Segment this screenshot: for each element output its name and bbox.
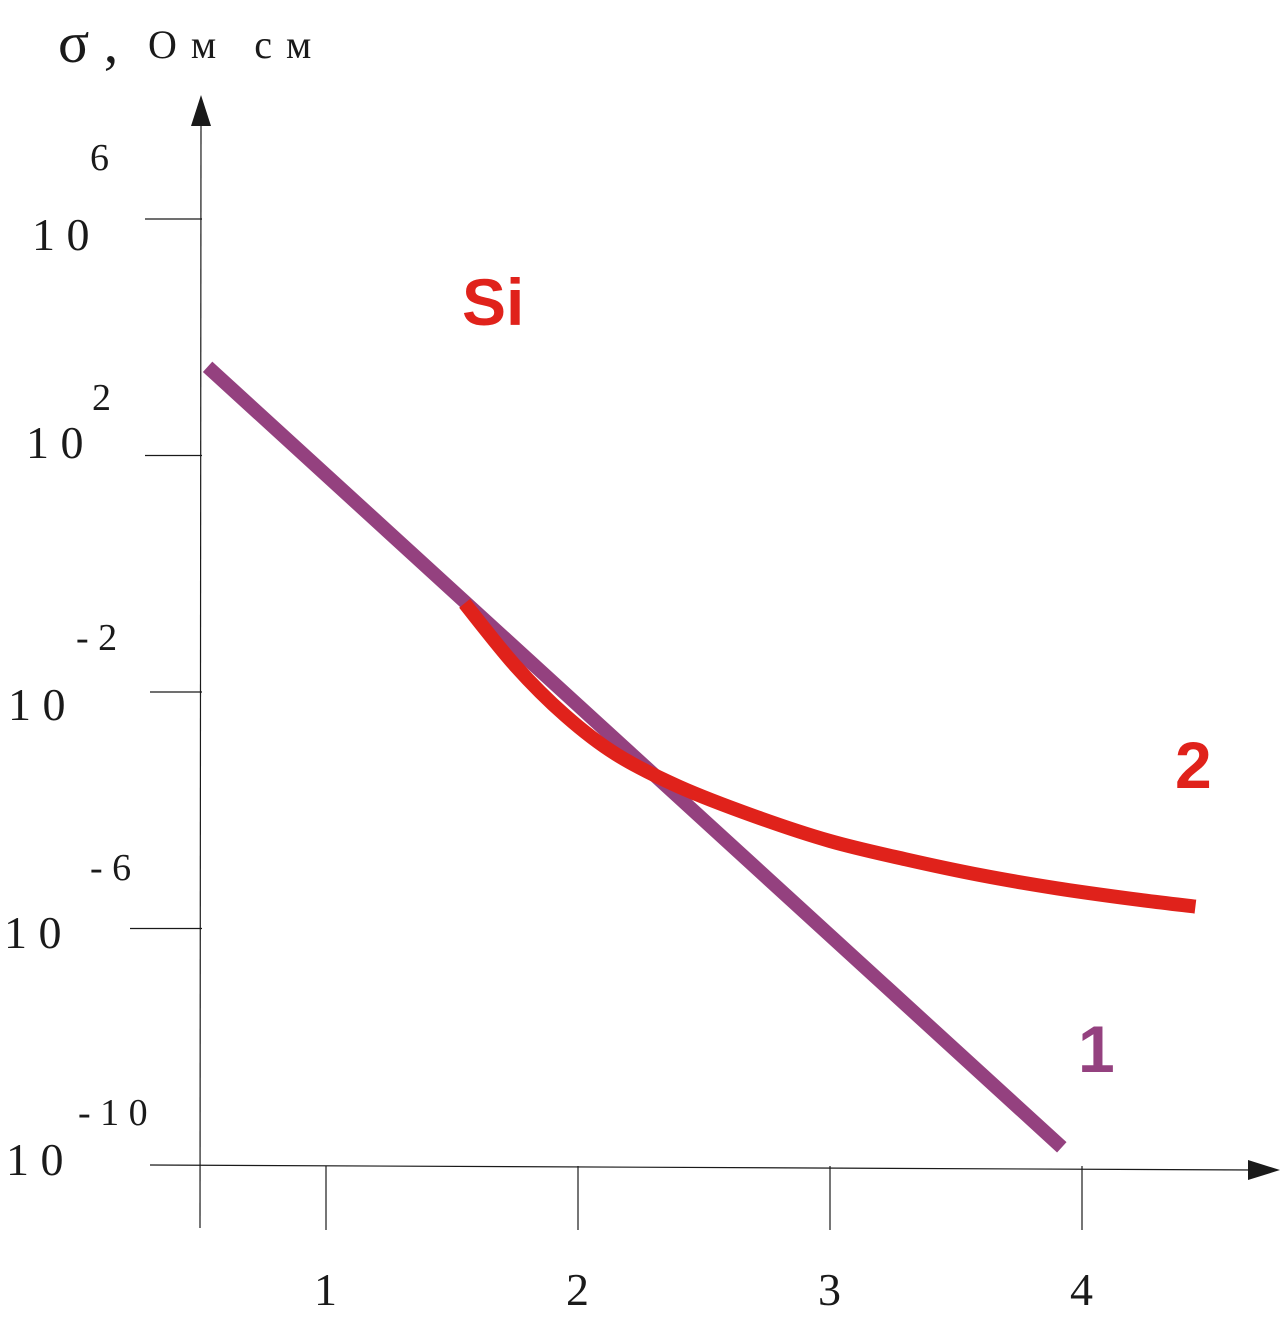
axes xyxy=(149,95,1280,1229)
series-1-line xyxy=(202,361,1067,1153)
x-tick-label: 4 xyxy=(1070,1264,1093,1315)
y-tick-label-exponent: 6 xyxy=(90,137,109,179)
x-axis-line xyxy=(149,1164,1256,1171)
y-tick-label-exponent: - 1 0 xyxy=(78,1092,148,1134)
annotation-si: Si xyxy=(462,265,524,339)
y-tick-label-exponent: 2 xyxy=(92,377,111,419)
x-tick-label: 1 xyxy=(314,1264,337,1315)
y-tick-label-exponent: - 2 xyxy=(76,617,117,659)
y-axis-symbol: σ , xyxy=(58,10,118,75)
annotations: Si 1 2 xyxy=(462,265,1212,1086)
y-axis-line xyxy=(199,121,202,1229)
y-tick-label-exponent: - 6 xyxy=(90,847,131,889)
y-axis-arrow-icon xyxy=(191,95,211,126)
x-axis-arrow-icon xyxy=(1248,1160,1280,1180)
y-tick-label-base: 1 0 xyxy=(8,679,66,730)
y-tick-label-base: 1 0 xyxy=(4,907,62,958)
series-group xyxy=(202,361,1197,1153)
series-2-line xyxy=(459,598,1197,914)
annotation-series-1: 1 xyxy=(1078,1012,1115,1086)
x-tick-label: 2 xyxy=(566,1264,589,1315)
x-tick-label: 3 xyxy=(818,1264,841,1315)
annotation-series-2: 2 xyxy=(1175,728,1212,802)
ticks: 1 061 021 0- 21 0- 61 0- 1 01 2 3 4 xyxy=(4,137,1093,1315)
y-axis-unit: Ом см xyxy=(148,22,325,67)
y-tick-label-base: 1 0 xyxy=(32,209,90,260)
y-tick-label-base: 1 0 xyxy=(26,417,84,468)
y-tick-label-base: 1 0 xyxy=(6,1134,64,1185)
